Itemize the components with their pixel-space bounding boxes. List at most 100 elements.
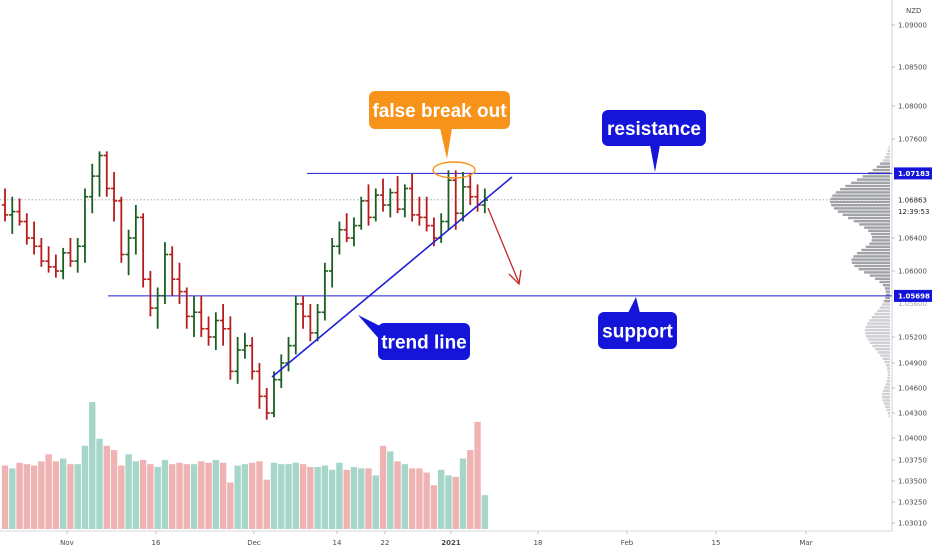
- ohlc-bar: [350, 217, 358, 247]
- profile-bar: [848, 216, 890, 220]
- false-breakout-ellipse: [432, 161, 476, 179]
- profile-bar: [862, 175, 890, 178]
- ohlc-bar: [183, 287, 190, 329]
- price-axis-bg: [892, 0, 932, 550]
- ohlc-bar: [154, 287, 161, 329]
- volume-bar: [452, 476, 459, 529]
- volume-bar: [45, 454, 52, 529]
- support-price-badge-text: 1.05698: [898, 292, 930, 300]
- profile-bar: [874, 312, 890, 316]
- ohlc-bar: [408, 173, 416, 222]
- profile-bar: [853, 255, 890, 258]
- profile-bar: [880, 162, 890, 165]
- volume-bar: [198, 461, 205, 529]
- time-tick-label: 18: [534, 539, 543, 547]
- ohlc-bar: [387, 188, 394, 218]
- volume-bar: [481, 495, 489, 529]
- volume-bar: [1, 465, 9, 529]
- ohlc-bar: [74, 238, 81, 273]
- volume-bar: [183, 464, 190, 529]
- false-breakout-callout-box: [369, 91, 510, 129]
- price-tick-label: 1.06000: [898, 268, 927, 276]
- volume-bar: [430, 485, 438, 529]
- resistance-callout[interactable]: resistance: [602, 110, 706, 172]
- volume-bar: [387, 451, 394, 529]
- volume-bar: [299, 464, 307, 529]
- price-tick-label: 1.04000: [898, 435, 927, 443]
- volume-bars: [1, 402, 489, 529]
- profile-bar: [886, 408, 890, 412]
- ohlc-bar: [263, 388, 270, 420]
- price-bars: [1, 151, 489, 420]
- profile-bar: [883, 402, 890, 405]
- trend-line-callout-text: trend line: [381, 333, 467, 354]
- volume-bar: [161, 459, 169, 529]
- profile-bar: [872, 168, 890, 172]
- volume-bar: [227, 482, 234, 529]
- profile-bar: [869, 242, 890, 245]
- profile-bar: [870, 232, 890, 236]
- volume-profile: [830, 146, 890, 418]
- volume-bar: [67, 464, 74, 529]
- false-breakout-callout[interactable]: false break out: [369, 91, 510, 159]
- countdown-label: 12:39:53: [898, 208, 929, 216]
- ohlc-bar: [190, 295, 198, 337]
- time-tick-label: 16: [152, 539, 161, 547]
- profile-bar: [887, 373, 890, 376]
- support-callout-box: [598, 312, 677, 349]
- ohlc-bar: [365, 184, 372, 226]
- false-breakout-callout-text: false break out: [372, 101, 507, 122]
- profile-bar: [866, 335, 890, 338]
- volume-bar: [256, 461, 263, 529]
- ohlc-bar: [234, 337, 241, 384]
- profile-bar: [882, 399, 890, 402]
- time-tick-label: Nov: [60, 539, 74, 547]
- price-tick-label: 1.08000: [898, 103, 927, 111]
- volume-bar: [59, 458, 67, 529]
- profile-bar: [859, 223, 890, 226]
- profile-bar: [872, 236, 890, 239]
- profile-bar: [879, 280, 890, 284]
- profile-bar: [864, 226, 890, 229]
- profile-bar: [882, 389, 890, 392]
- ohlc-bar: [299, 295, 307, 329]
- ohlc-bar: [45, 246, 52, 273]
- ohlc-bar: [459, 172, 467, 222]
- ohlc-bar: [314, 304, 321, 342]
- ohlc-bar: [212, 312, 220, 350]
- profile-bar: [885, 383, 890, 386]
- volume-bar: [118, 465, 125, 529]
- support-callout[interactable]: support: [598, 297, 677, 349]
- profile-bar: [865, 332, 890, 335]
- profile-bar: [871, 239, 890, 242]
- ohlc-bar: [328, 238, 336, 288]
- profile-bar: [853, 220, 890, 223]
- profile-bar: [884, 287, 890, 290]
- ohlc-bar: [9, 196, 16, 234]
- volume-bar: [328, 469, 336, 529]
- volume-bar: [241, 464, 249, 529]
- profile-bar: [885, 293, 890, 296]
- profile-bar: [882, 284, 890, 287]
- time-tick-label: Dec: [247, 539, 261, 547]
- volume-bar: [205, 462, 212, 529]
- volume-bar: [270, 462, 278, 529]
- profile-bar: [885, 290, 890, 293]
- price-tick-label: 1.06400: [898, 235, 927, 243]
- volume-bar: [16, 462, 23, 529]
- ohlc-bar: [358, 196, 365, 230]
- volume-bar: [336, 462, 343, 529]
- trend-line-callout[interactable]: trend line: [358, 315, 470, 360]
- volume-bar: [110, 450, 118, 529]
- ohlc-bar: [292, 295, 299, 355]
- profile-bar: [884, 386, 890, 389]
- price-tick-label: 1.03010: [898, 520, 927, 528]
- support-price-badge-box: [894, 289, 932, 302]
- profile-bar: [885, 296, 890, 300]
- drawings[interactable]: false break out resistance support trend li…: [271, 91, 706, 378]
- volume-bar: [365, 468, 372, 529]
- profile-bar: [842, 213, 890, 216]
- profile-bar: [882, 396, 890, 399]
